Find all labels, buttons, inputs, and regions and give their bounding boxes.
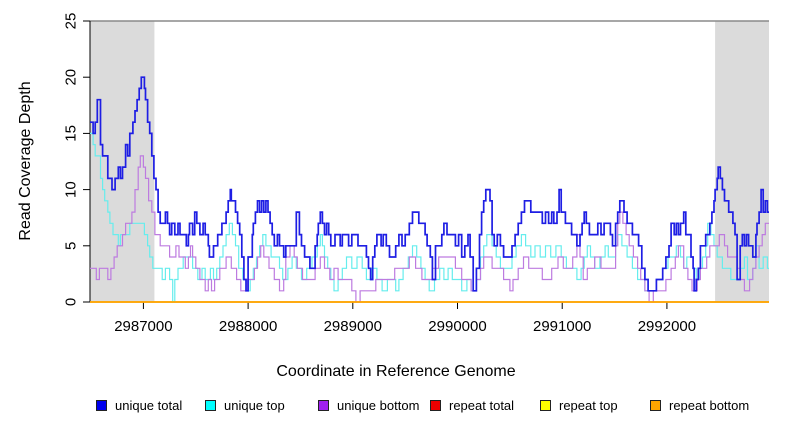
x-tick-label: 2990000 bbox=[428, 318, 486, 335]
x-tick-label: 2991000 bbox=[533, 318, 591, 335]
y-tick-label: 5 bbox=[63, 242, 80, 250]
legend-item-repeat-total: repeat total bbox=[430, 398, 514, 413]
y-tick-label: 25 bbox=[63, 13, 80, 30]
legend-label: unique bottom bbox=[337, 398, 420, 413]
legend-swatch-repeat-top bbox=[540, 400, 551, 411]
legend-item-unique-top: unique top bbox=[205, 398, 285, 413]
y-axis-title: Read Coverage Depth bbox=[17, 81, 34, 241]
x-tick-label: 2987000 bbox=[114, 318, 172, 335]
legend-swatch-repeat-total bbox=[430, 400, 441, 411]
legend-label: unique total bbox=[115, 398, 183, 413]
y-tick-label: 20 bbox=[63, 69, 80, 86]
legend-item-repeat-top: repeat top bbox=[540, 398, 618, 413]
series-line-unique-bottom bbox=[90, 155, 769, 303]
repeat-shaded-region bbox=[90, 21, 155, 302]
x-axis-title: Coordinate in Reference Genome bbox=[276, 363, 516, 380]
legend-label: repeat total bbox=[449, 398, 515, 413]
legend-label: repeat top bbox=[559, 398, 618, 413]
legend: unique total unique top unique bottom repea… bbox=[0, 398, 792, 416]
legend-swatch-unique-total bbox=[96, 400, 107, 411]
legend-swatch-unique-top bbox=[205, 400, 216, 411]
legend-label: repeat bottom bbox=[669, 398, 750, 413]
legend-item-unique-total: unique total bbox=[96, 398, 182, 413]
legend-swatch-repeat-bottom bbox=[650, 400, 661, 411]
series-line-unique-total bbox=[90, 76, 769, 292]
legend-item-unique-bottom: unique bottom bbox=[318, 398, 419, 413]
y-tick-label: 0 bbox=[63, 298, 80, 306]
x-tick-label: 2992000 bbox=[638, 318, 696, 335]
x-tick-label: 2989000 bbox=[324, 318, 382, 335]
legend-label: unique top bbox=[224, 398, 285, 413]
y-tick-label: 15 bbox=[63, 125, 80, 142]
x-tick-label: 2988000 bbox=[219, 318, 277, 335]
legend-swatch-unique-bottom bbox=[318, 400, 329, 411]
legend-item-repeat-bottom: repeat bottom bbox=[650, 398, 749, 413]
y-tick-label: 10 bbox=[63, 181, 80, 198]
series-line-unique-top bbox=[90, 132, 769, 303]
repeat-shaded-region bbox=[715, 21, 769, 302]
